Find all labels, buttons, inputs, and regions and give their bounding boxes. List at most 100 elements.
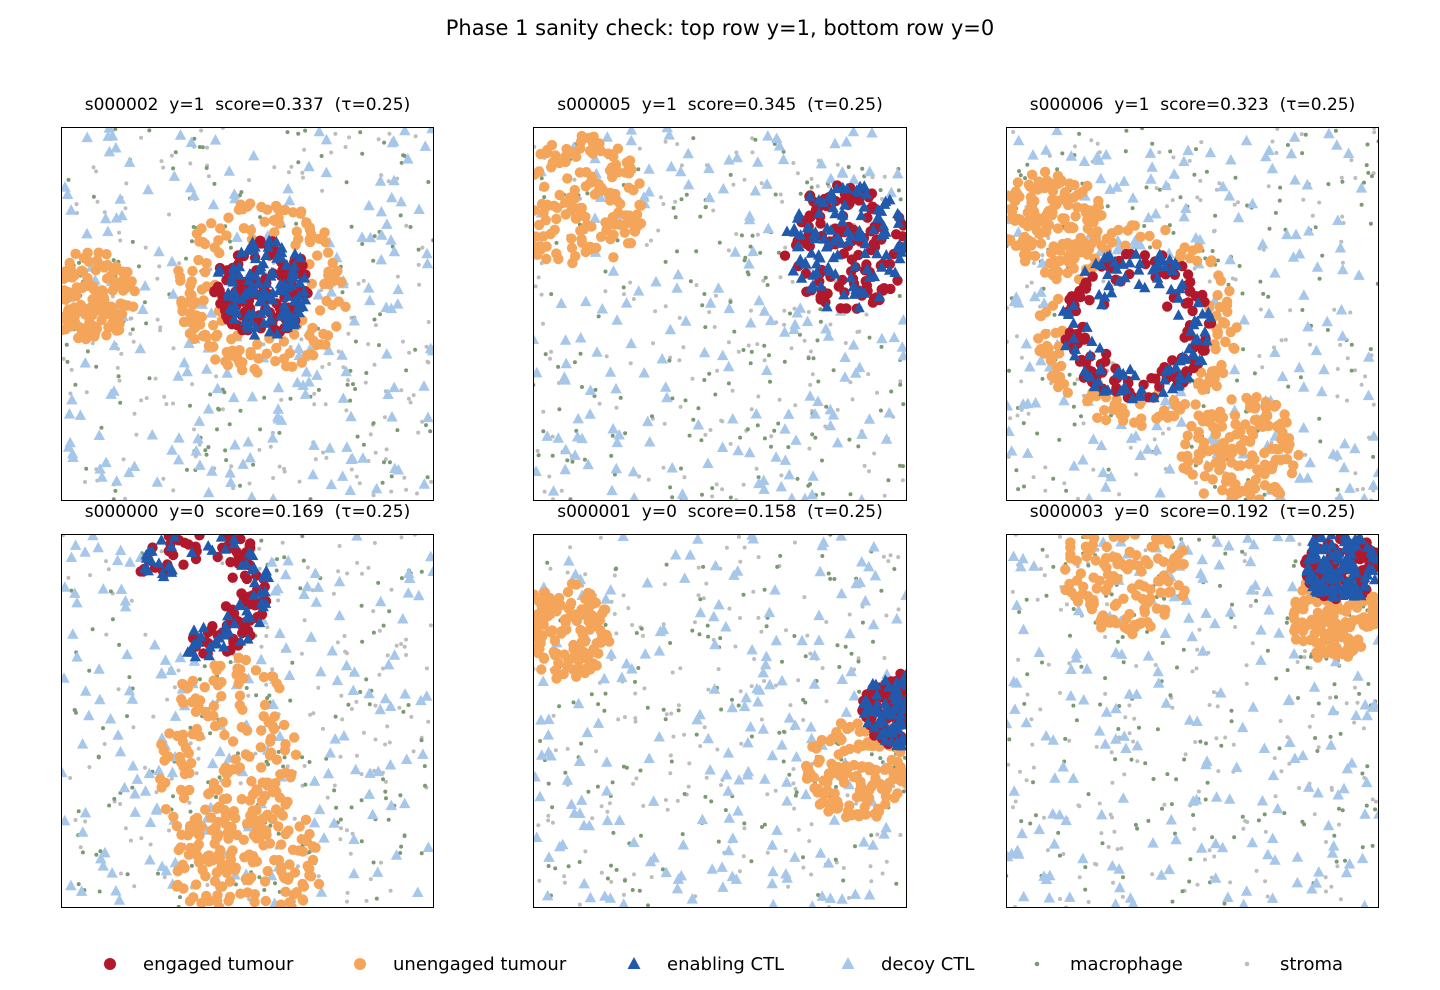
point-unengaged [1046,178,1057,189]
point-unengaged [623,168,635,179]
point-decoy [607,265,620,276]
point-stroma [143,765,147,770]
point-enabling [227,304,239,315]
point-stroma [87,765,92,770]
point-stroma [773,788,778,793]
point-unengaged [1040,328,1051,340]
point-unengaged [1217,485,1228,496]
point-stroma [546,813,551,818]
point-unengaged [1048,241,1059,252]
point-decoy [576,794,588,805]
point-decoy [1129,238,1141,250]
point-decoy [537,675,549,686]
point-macrophage [1237,264,1242,268]
point-enabling [823,265,835,276]
point-macrophage [762,587,767,592]
point-macrophage [687,433,692,438]
point-enabling [1105,286,1118,298]
point-macrophage [1157,187,1162,192]
point-decoy [114,745,127,757]
point-engaged [892,275,903,286]
point-macrophage [127,675,132,680]
point-stroma [1299,132,1304,137]
point-unengaged [1216,359,1227,371]
point-stroma [416,262,421,267]
point-decoy [1367,479,1379,490]
point-macrophage [101,726,105,731]
point-macrophage [65,359,70,364]
point-macrophage [670,396,675,401]
point-stroma [1372,127,1377,131]
point-stroma [796,827,801,832]
point-stroma [742,545,747,550]
point-decoy [280,568,292,580]
point-decoy [716,441,729,452]
point-macrophage [826,571,831,576]
point-stroma [539,292,544,297]
point-decoy [758,483,770,494]
point-stroma [1076,496,1080,501]
point-macrophage [360,639,365,644]
point-unengaged [193,839,204,850]
point-decoy [337,392,349,403]
point-decoy [159,654,172,665]
point-macrophage [901,464,905,469]
point-decoy [76,738,89,749]
point-stroma [332,783,337,788]
point-decoy [110,885,122,896]
point-macrophage [818,307,823,312]
point-decoy [323,344,335,356]
point-decoy [298,588,310,599]
point-macrophage [843,644,848,649]
point-decoy [357,452,369,463]
point-stroma [698,744,703,749]
point-enabling [795,272,808,283]
point-decoy [781,776,793,787]
point-stroma [333,131,338,136]
point-macrophage [609,863,613,868]
point-unengaged [177,697,189,709]
point-decoy [412,886,424,897]
point-unengaged [1050,257,1062,268]
point-macrophage [542,195,547,200]
point-unengaged [533,166,545,177]
point-decoy [184,181,197,193]
point-decoy [282,182,294,194]
point-decoy [312,289,325,300]
point-unengaged [1034,310,1046,321]
point-decoy [863,560,875,572]
point-macrophage [1300,308,1305,312]
point-decoy [146,429,158,440]
point-unengaged [302,349,313,361]
point-decoy [1269,267,1281,278]
point-unengaged [541,199,553,210]
point-stroma [88,573,93,578]
point-macrophage [428,429,433,434]
point-decoy [126,693,139,704]
point-macrophage [383,789,388,794]
point-unengaged [1203,377,1214,388]
point-unengaged [188,892,199,903]
point-macrophage [80,850,85,855]
point-stroma [415,491,419,496]
point-decoy [698,346,711,358]
point-decoy [627,465,640,477]
point-decoy [648,851,660,863]
point-unengaged [818,775,829,786]
point-unengaged [1179,399,1191,410]
point-macrophage [636,167,641,172]
point-unengaged [854,785,866,796]
point-decoy [1105,470,1117,482]
point-stroma [1335,394,1340,399]
point-macrophage [702,292,707,296]
point-decoy [375,205,388,217]
point-stroma [661,202,666,206]
point-unengaged [538,231,549,242]
point-stroma [802,338,807,343]
point-macrophage [288,698,293,703]
point-unengaged [76,325,88,336]
point-decoy [385,799,397,811]
point-decoy [1290,228,1302,240]
point-macrophage [700,492,704,497]
point-stroma [261,342,266,347]
